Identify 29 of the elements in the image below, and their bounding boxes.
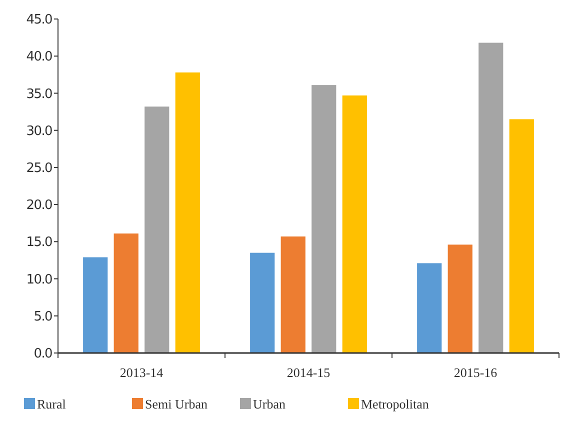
legend-label: Urban [253,396,286,412]
y-tick-label: 45.0 [26,12,53,28]
y-tick-label: 0.0 [34,346,53,362]
bar [144,106,170,353]
x-tick-label: 2013-14 [120,365,164,380]
bar [175,72,200,353]
bar [478,42,504,353]
bar [280,236,306,353]
bar [342,95,367,353]
y-tick-label: 30.0 [26,124,53,139]
y-tick-label: 40.0 [26,50,53,65]
y-tick-label: 5.0 [34,309,53,324]
bar [114,234,138,353]
y-tick-label: 20.0 [26,198,53,214]
y-tick-label: 15.0 [26,235,53,250]
y-tick-label: 10.0 [26,272,53,288]
bar [250,252,275,353]
bar [417,263,442,353]
y-tick-label: 25.0 [26,160,53,176]
x-tick-label: 2014-15 [286,365,330,380]
legend-label: Metropolitan [361,396,430,412]
bar [83,257,108,353]
legend-label: Rural [37,396,66,412]
y-tick-label: 35.0 [26,86,53,102]
bar [509,119,534,353]
bar [312,85,336,353]
legend-label: Semi Urban [145,396,208,412]
bar [448,244,472,353]
x-tick-label: 2015-16 [454,365,498,380]
